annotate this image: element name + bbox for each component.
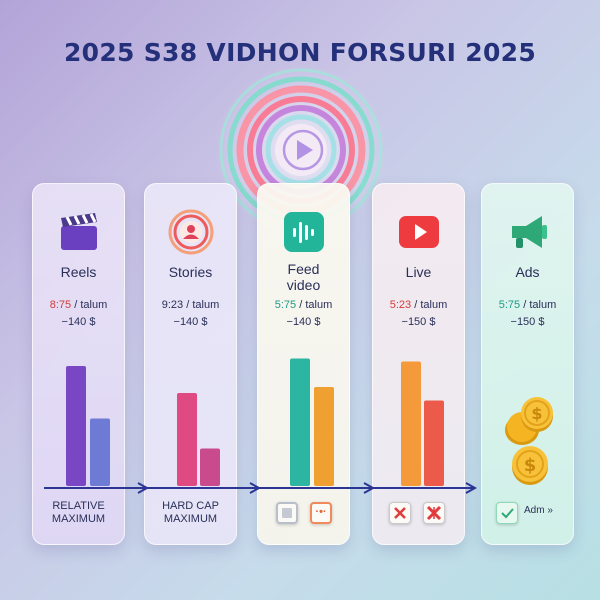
card-title: Ads <box>515 264 540 280</box>
card-stat: 5:75 / talum <box>482 299 573 311</box>
card-stat: 5:75 / talum <box>258 299 349 311</box>
bar-group <box>177 393 220 486</box>
card-live[interactable]: Live 5:23 / talum −150 $ <box>372 183 465 545</box>
svg-text:$: $ <box>524 455 537 476</box>
footer-line-2: MAXIMUM <box>51 513 106 525</box>
card-footer: RELATIVE MAXIMUM <box>33 500 124 526</box>
stat-value: 5:23 <box>389 299 412 311</box>
bar-2 <box>424 400 444 486</box>
card-price: −150 $ <box>510 316 545 328</box>
stat-value: 8:75 <box>49 299 72 311</box>
svg-text:$: $ <box>531 404 542 423</box>
card-reels[interactable]: Reels 8:75 / talum −140 $ RELATIVE MAXIM… <box>32 183 125 545</box>
card-feed-video[interactable]: Feed video 5:75 / talum −140 $ ·•· <box>257 183 350 545</box>
stat-unit: / talum <box>520 299 557 311</box>
footer-line-1: HARD CAP <box>162 500 219 512</box>
card-price: −140 $ <box>61 316 96 328</box>
card-stat: 5:23 / talum <box>373 299 464 311</box>
card-ads[interactable]: Ads 5:75 / talum −150 $ $ $ Adm » <box>481 183 574 545</box>
stat-unit: / talum <box>71 299 108 311</box>
play-button-icon <box>398 216 439 248</box>
close-icon[interactable] <box>389 502 411 524</box>
footer-line-2: MAXIMUM <box>163 513 218 525</box>
bar-1 <box>290 358 310 486</box>
bar-1 <box>177 393 197 486</box>
checkmark-checkbox[interactable] <box>496 502 518 524</box>
clapperboard-icon <box>60 213 97 250</box>
bar-2 <box>200 448 220 486</box>
stat-value: 5:75 <box>498 299 521 311</box>
cross-out-icon[interactable] <box>423 502 445 524</box>
footer-label: Adm » <box>524 505 553 516</box>
card-price: −140 $ <box>286 316 321 328</box>
audio-wave-icon <box>283 212 324 252</box>
stat-value: 9:23 <box>161 299 184 311</box>
card-price: −140 $ <box>173 316 208 328</box>
stories-ring-icon <box>168 209 213 255</box>
card-title: Reels <box>60 264 97 280</box>
bar-group <box>66 366 110 486</box>
page-title: 2025 S38 VIDHON FORSURI 2025 <box>63 38 537 67</box>
bar-group <box>401 361 444 486</box>
square-checkbox[interactable] <box>276 502 298 524</box>
card-title: Feed video <box>286 261 321 293</box>
stat-unit: / talum <box>296 299 333 311</box>
card-footer: HARD CAP MAXIMUM <box>145 500 236 526</box>
bar-group <box>290 358 334 486</box>
bar-1 <box>66 366 86 486</box>
bar-2 <box>314 387 334 486</box>
bar-2 <box>90 418 110 486</box>
stat-value: 5:75 <box>274 299 297 311</box>
card-stat: 8:75 / talum <box>33 299 124 311</box>
card-stat: 9:23 / talum <box>145 299 236 311</box>
card-stories[interactable]: Stories 9:23 / talum −140 $ HARD CAP MAX… <box>144 183 237 545</box>
stat-unit: / talum <box>411 299 448 311</box>
footer-line-1: RELATIVE <box>52 500 105 512</box>
card-price: −150 $ <box>401 316 436 328</box>
megaphone-icon <box>511 216 547 248</box>
card-title: Stories <box>168 264 213 280</box>
card-title: Live <box>405 264 432 280</box>
bar-1 <box>401 361 421 486</box>
more-options-button[interactable]: ·•· <box>310 502 332 524</box>
stat-unit: / talum <box>183 299 220 311</box>
coins-dollar-icon: $ $ <box>505 397 553 485</box>
